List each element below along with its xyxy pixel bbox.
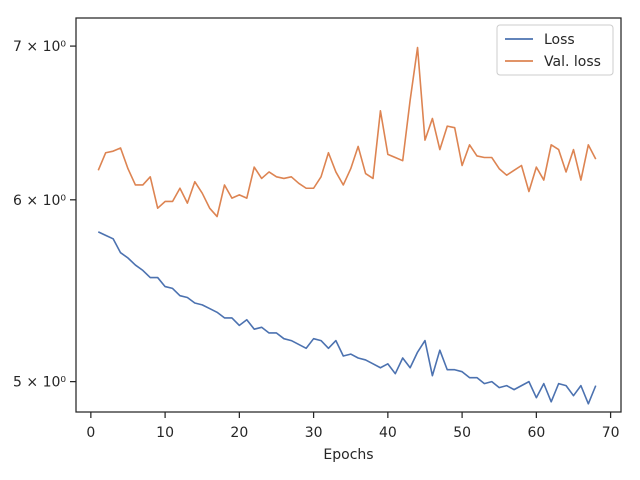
legend: Loss Val. loss (496, 24, 614, 76)
x-tick-label: 50 (453, 425, 471, 441)
x-tick-label: 60 (527, 425, 545, 441)
y-tick-label: 5 × 10⁰ (13, 375, 66, 391)
x-tick-label: 20 (230, 425, 248, 441)
x-axis: 0 10 20 30 40 50 60 70 (86, 412, 620, 441)
legend-label: Val. loss (544, 54, 601, 70)
plot-frame (75, 17, 622, 413)
x-tick-label: 70 (602, 425, 620, 441)
x-axis-label: Epochs (323, 447, 373, 463)
y-axis: 5 × 10⁰ 6 × 10⁰ 7 × 10⁰ (13, 39, 76, 391)
legend-label: Loss (544, 32, 575, 48)
series-layer (97, 46, 597, 405)
x-tick-label: 40 (379, 425, 397, 441)
legend-box (496, 24, 614, 76)
y-tick-label: 6 × 10⁰ (13, 193, 66, 209)
series-line-1 (97, 46, 597, 218)
x-tick-label: 10 (156, 425, 174, 441)
x-tick-label: 30 (305, 425, 323, 441)
y-tick-label: 7 × 10⁰ (13, 39, 66, 55)
x-tick-label: 0 (86, 425, 95, 441)
plot-area (76, 18, 621, 412)
series-line-0 (97, 231, 597, 405)
